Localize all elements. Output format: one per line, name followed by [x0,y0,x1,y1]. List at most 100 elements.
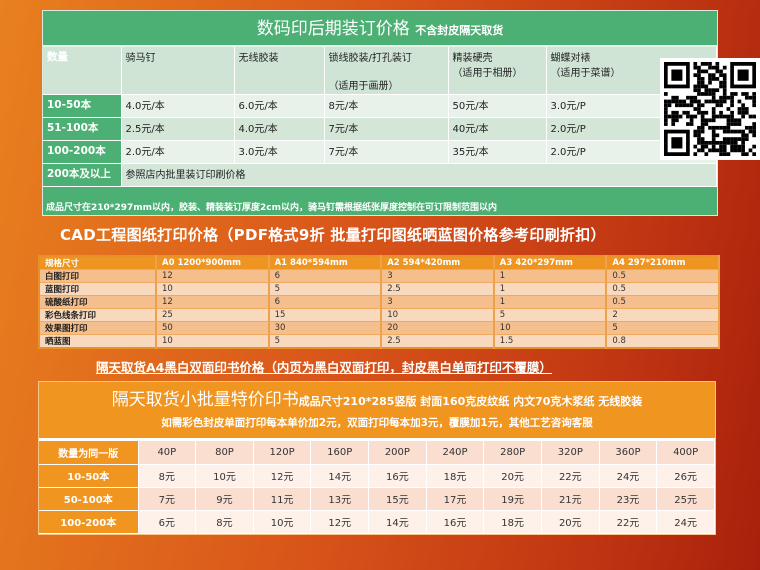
table-row: 100-200本 2.0元/本 3.0元/本 7元/本 35元/本 2.0元/P [43,140,717,164]
row-label: 10-50本 [39,464,139,488]
header-cell: A1 840*594mm [268,256,383,270]
price-cell: 18元 [426,464,485,488]
price-cell: 20元 [483,464,542,488]
binding-header-row: 数量 骑马钉 无线胶装 锁线胶装/打孔装订 （适用于画册） 精装硬壳 （适用于相册）… [43,47,717,95]
price-cell: 2.5 [381,334,495,349]
price-cell: 11元 [253,487,312,511]
price-cell: 12元 [310,510,370,534]
table-row: 51-100本 2.5元/本 4.0元/本 7元/本 40元/本 2.0元/P [43,117,717,141]
a4-book-heading: 隔天取货A4黑白双面印书价格（内页为黑白双面打印，封皮黑白单面打印不覆膜） [96,360,552,375]
price-cell: 3 [381,295,495,309]
price-cell: 5 [268,334,383,349]
price-cell: 6 [268,269,383,283]
price-cell: 14元 [310,464,370,488]
table-row: 晒蓝图 10 5 2.5 1.5 0.8 [39,334,720,349]
row-label: 50-100本 [39,487,139,511]
price-cell: 1 [493,282,608,296]
price-cell: 13元 [310,487,370,511]
table-row: 10-50本 4.0元/本 6.0元/本 8元/本 50元/本 3.0元/P [43,94,717,118]
header-cell: 160P [310,441,370,465]
price-cell: 24元 [599,464,658,488]
row-label: 晒蓝图 [39,334,157,349]
table-row: 200本及以上 参照店内批里装订印刷价格 [43,163,717,187]
price-cell: 14元 [368,510,427,534]
header-cell: 无线胶装 [234,47,325,95]
header-cell: 400P [656,441,715,465]
row-label: 彩色线条打印 [39,308,157,322]
book-price-table: 隔天取货小批量特价印书成品尺寸210*285竖版 封面160克皮纹纸 内文70克… [38,381,716,535]
price-cell: 1 [493,295,608,309]
row-label: 白图打印 [39,269,157,283]
price-cell: 8元 [195,510,254,534]
price-cell: 26元 [656,464,715,488]
table-row: 10-50本 8元 10元 12元 14元 16元 18元 20元 22元 24元 26元 [39,464,715,488]
binding-price-table: 数码印后期装订价格 不含封皮隔天取货 数量 骑马钉 无线胶装 锁线胶装/打孔装订… [42,10,718,216]
price-cell: 12元 [253,464,312,488]
table-row: 100-200本 6元 8元 10元 12元 14元 16元 18元 20元 22元 24元 [39,510,715,534]
binding-subtitle: 不含封皮隔天取货 [415,24,504,37]
price-cell: 50 [156,321,270,335]
qr-code-icon [660,58,760,160]
price-cell: 22元 [599,510,658,534]
price-cell: 10元 [195,464,254,488]
price-cell: 1.5 [493,334,608,349]
price-cell: 2 [606,308,720,322]
header-cell: 40P [138,441,197,465]
price-cell: 24元 [656,510,715,534]
book-title: 隔天取货小批量特价印书 [111,390,299,410]
price-cell: 7元 [138,487,197,511]
header-cell: A3 420*297mm [493,256,608,270]
header-cell: 精装硬壳 （适用于相册） [448,47,547,95]
header-cell: 320P [541,441,600,465]
table-row: 50-100本 7元 9元 11元 13元 15元 17元 19元 21元 23元 25元 [39,487,715,511]
price-cell: 15元 [368,487,427,511]
price-cell: 20 [381,321,495,335]
header-cell: A0 1200*900mm [156,256,270,270]
price-cell: 17元 [426,487,485,511]
table-row: 硫酸纸打印 12 6 3 1 0.5 [39,295,720,309]
header-cell: A4 297*210mm [606,256,720,270]
price-cell: 0.8 [606,334,720,349]
header-cell: 数量 [43,47,122,95]
table-row: 彩色线条打印 25 15 10 5 2 [39,308,720,322]
book-note: 如需彩色封皮单面打印每本单价加2元，双面打印每本加3元，覆膜加1元，其他工艺咨询… [161,417,593,429]
header-cell: 360P [599,441,658,465]
price-cell: 25元 [656,487,715,511]
header-cell: 数量为同一版 [39,441,139,465]
header-cell: 280P [483,441,542,465]
binding-title: 数码印后期装订价格 不含封皮隔天取货 [43,11,717,47]
price-cell: 25 [156,308,270,322]
price-cell: 20元 [541,510,600,534]
row-label: 蓝图打印 [39,282,157,296]
table-row: 白图打印 12 6 3 1 0.5 [39,269,720,283]
header-cell: 80P [195,441,254,465]
cad-price-table: 规格尺寸 A0 1200*900mm A1 840*594mm A2 594*420m… [38,255,720,349]
price-cell: 8元 [138,464,197,488]
header-cell: 规格尺寸 [39,256,157,270]
price-cell: 5 [493,308,608,322]
price-cell: 12 [156,269,270,283]
price-cell: 6元 [138,510,197,534]
header-cell: 骑马钉 [121,47,235,95]
price-cell: 23元 [599,487,658,511]
price-cell: 1 [493,269,608,283]
price-cell: 21元 [541,487,600,511]
header-cell: 120P [253,441,312,465]
table-row: 蓝图打印 10 5 2.5 1 0.5 [39,282,720,296]
price-cell: 10 [493,321,608,335]
price-cell: 6 [268,295,383,309]
binding-footer-note: 成品尺寸在210*297mm以内，胶装、精装装订厚度2cm以内，骑马钉需根据纸张… [46,203,498,213]
price-cell: 10 [156,334,270,349]
price-cell: 5 [606,321,720,335]
price-cell: 30 [268,321,383,335]
row-label: 100-200本 [39,510,139,534]
header-cell: 200P [368,441,427,465]
price-cell: 16元 [426,510,485,534]
cad-title: CAD工程图纸打印价格（PDF格式9折 批量打印图纸晒蓝图价格参考印刷折扣） [60,226,606,244]
price-cell: 10元 [253,510,312,534]
book-spec: 成品尺寸210*285竖版 封面160克皮纹纸 内文70克木浆纸 无线胶装 [298,395,643,408]
price-cell: 18元 [483,510,542,534]
book-header-row: 数量为同一版 40P 80P 120P 160P 200P 240P 280P 320P 360P… [39,441,715,465]
row-label: 硫酸纸打印 [39,295,157,309]
price-cell: 10 [156,282,270,296]
